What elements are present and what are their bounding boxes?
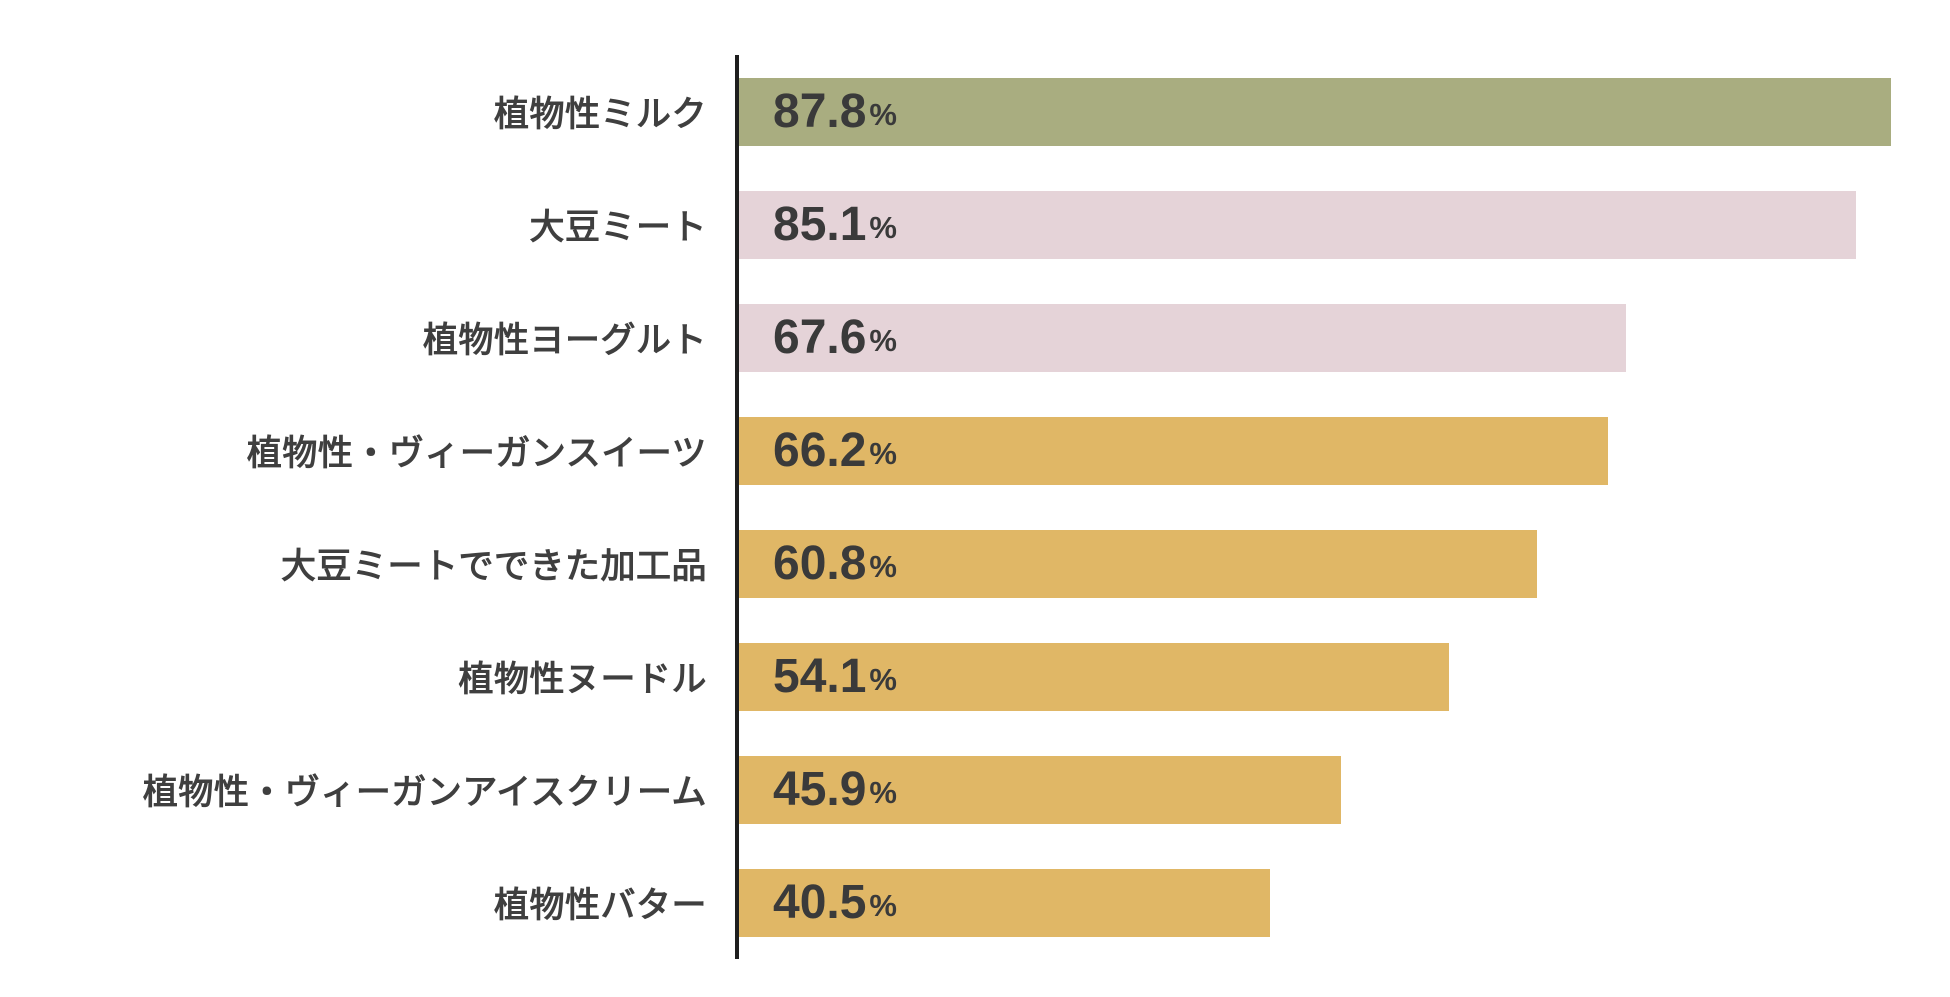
bar: 85.1 % — [739, 190, 1856, 259]
value-label: 67.6 — [773, 310, 867, 364]
percent-sign: % — [869, 97, 897, 132]
category-label: 植物性ヌードル — [458, 660, 707, 699]
percent-sign: % — [869, 662, 897, 697]
value-label: 66.2 — [773, 423, 867, 477]
bar: 60.8 % — [739, 529, 1537, 598]
chart-row: 植物性ヨーグルト 67.6 % — [0, 281, 1950, 394]
percent-sign: % — [869, 549, 897, 584]
bar-track: 40.5 % — [735, 846, 1950, 959]
category-label: 植物性ミルク — [493, 95, 707, 134]
percent-sign: % — [869, 323, 897, 358]
value-label: 40.5 — [773, 875, 867, 929]
bar-track: 66.2 % — [735, 394, 1950, 507]
value-label: 87.8 — [773, 84, 867, 138]
percent-sign: % — [869, 888, 897, 923]
category-label: 植物性バター — [493, 886, 707, 925]
chart-row: 大豆ミート 85.1 % — [0, 168, 1950, 281]
category-label: 大豆ミートでできた加工品 — [280, 547, 707, 586]
chart-row: 大豆ミートでできた加工品 60.8 % — [0, 507, 1950, 620]
chart-row: 植物性ミルク 87.8 % — [0, 55, 1950, 168]
bar: 54.1 % — [739, 642, 1449, 711]
value-label: 54.1 — [773, 649, 867, 703]
bar: 66.2 % — [739, 416, 1608, 485]
chart-row: 植物性・ヴィーガンアイスクリーム 45.9 % — [0, 733, 1950, 846]
category-label: 植物性・ヴィーガンスイーツ — [246, 434, 707, 473]
percent-sign: % — [869, 436, 897, 471]
bar-track: 45.9 % — [735, 733, 1950, 846]
bar-chart-rows: 植物性ミルク 87.8 % 大豆ミート 85.1 % 植物性ヨーグルト 67.6… — [0, 55, 1950, 959]
chart-row: 植物性バター 40.5 % — [0, 846, 1950, 959]
bar-track: 67.6 % — [735, 281, 1950, 394]
percent-sign: % — [869, 210, 897, 245]
value-label: 85.1 — [773, 197, 867, 251]
bar-track: 54.1 % — [735, 620, 1950, 733]
category-label: 植物性・ヴィーガンアイスクリーム — [142, 773, 707, 812]
bar-track: 85.1 % — [735, 168, 1950, 281]
bar: 40.5 % — [739, 868, 1270, 937]
chart-row: 植物性・ヴィーガンスイーツ 66.2 % — [0, 394, 1950, 507]
bar: 67.6 % — [739, 303, 1626, 372]
value-label: 45.9 — [773, 762, 867, 816]
bar-track: 60.8 % — [735, 507, 1950, 620]
chart-row: 植物性ヌードル 54.1 % — [0, 620, 1950, 733]
category-label: 植物性ヨーグルト — [422, 321, 707, 360]
value-label: 60.8 — [773, 536, 867, 590]
percent-sign: % — [869, 775, 897, 810]
bar-track: 87.8 % — [735, 55, 1950, 168]
bar: 45.9 % — [739, 755, 1341, 824]
bar: 87.8 % — [739, 77, 1891, 146]
category-label: 大豆ミート — [529, 208, 707, 247]
